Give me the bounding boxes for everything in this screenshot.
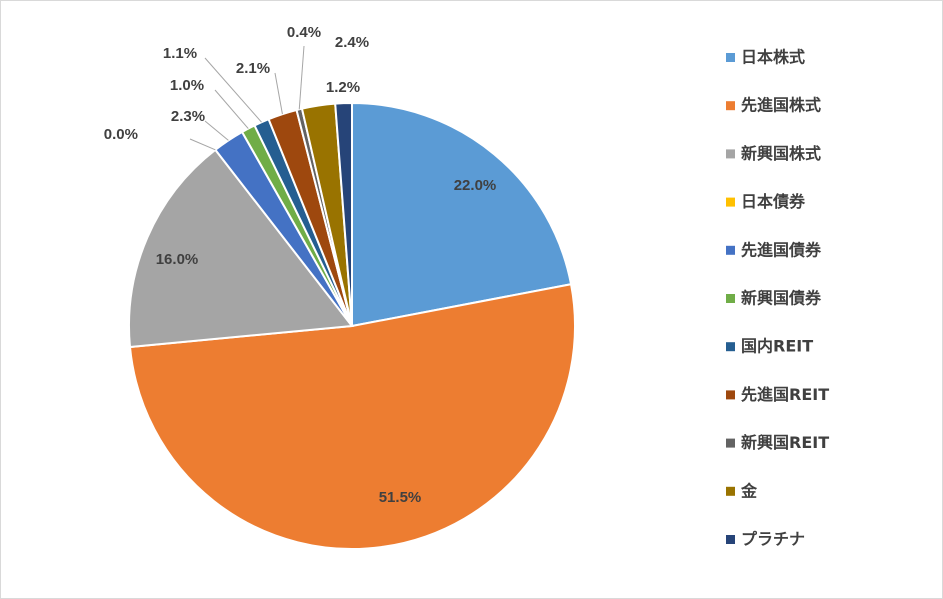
legend-item: 国内REIT: [726, 337, 813, 356]
legend-item: 先進国REIT: [726, 385, 829, 404]
legend-item: 金: [726, 481, 758, 500]
legend-swatch: [726, 438, 735, 448]
legend-item: 新興国REIT: [726, 433, 829, 452]
legend-swatch: [726, 245, 735, 255]
data-label: 2.3%: [171, 108, 205, 125]
data-labels: 22.0% 51.5% 16.0% 0.0% 2.3% 1.0% 1.1% 2.1% 0.4% 2…: [104, 24, 496, 506]
legend-item: 新興国債券: [726, 289, 822, 308]
legend-swatch: [726, 197, 735, 207]
legend-item: 新興国株式: [726, 144, 821, 163]
legend-label: 先進国REIT: [741, 385, 829, 404]
legend-label: 新興国債券: [741, 289, 822, 308]
leader-line: [189, 138, 216, 151]
pie-slice: [128, 148, 354, 349]
legend-swatch: [726, 101, 735, 111]
data-label: 1.0%: [170, 77, 204, 94]
legend-swatch: [726, 149, 735, 159]
legend-label: 先進国株式: [741, 96, 821, 115]
leader-line: [214, 89, 249, 129]
legend-swatch: [726, 486, 735, 496]
leader-line: [298, 45, 305, 110]
legend-item: 先進国株式: [726, 96, 821, 115]
data-label: 0.0%: [104, 126, 138, 143]
legend-swatch: [726, 535, 735, 544]
legend-item: プラチナ: [726, 530, 805, 549]
legend-label: 先進国債券: [741, 240, 822, 259]
leader-lines: [189, 45, 305, 151]
data-label: 16.0%: [156, 251, 199, 268]
leader-line: [204, 57, 262, 123]
legend-swatch: [726, 294, 735, 303]
legend-swatch: [726, 390, 735, 400]
legend-swatch: [726, 53, 735, 62]
leader-line: [204, 120, 229, 141]
legend-swatch: [726, 342, 735, 352]
legend-label: プラチナ: [741, 530, 805, 549]
data-label: 1.1%: [163, 45, 197, 62]
data-label: 22.0%: [454, 177, 497, 194]
pie-slice: [351, 101, 573, 328]
data-label: 1.2%: [326, 79, 360, 96]
data-label: 2.4%: [335, 34, 369, 51]
pie-slice: [334, 101, 353, 327]
legend-label: 国内REIT: [741, 337, 813, 356]
data-label: 0.4%: [287, 24, 321, 41]
legend-label: 新興国株式: [741, 144, 821, 163]
legend-label: 日本株式: [741, 48, 805, 67]
legend-label: 日本債券: [741, 192, 806, 211]
data-label: 51.5%: [379, 489, 422, 506]
legend-label: 新興国REIT: [741, 433, 829, 452]
legend-item: 日本株式: [726, 48, 805, 67]
leader-line: [274, 72, 283, 115]
legend-label: 金: [740, 481, 758, 500]
pie-slice: [128, 283, 576, 550]
data-label: 2.1%: [236, 60, 270, 77]
legend-item: 先進国債券: [726, 240, 822, 259]
legend-item: 日本債券: [726, 192, 806, 211]
pie-slices: [128, 101, 576, 550]
